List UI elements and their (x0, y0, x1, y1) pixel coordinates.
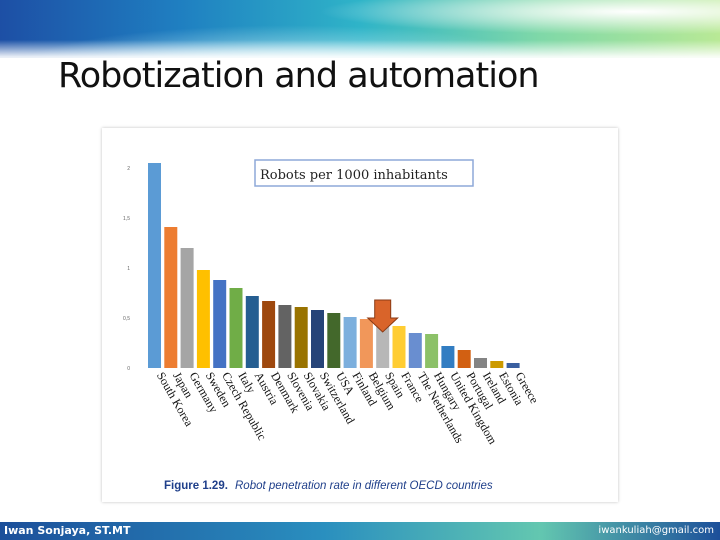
bar (262, 301, 276, 368)
bar (213, 280, 227, 368)
arrow-shape (366, 299, 399, 333)
figure-caption-text: Robot penetration rate in different OECD… (235, 480, 493, 492)
bar-chart: 0 0,5 1 1,5 2 South KoreaJapanGermanySwedenC… (123, 159, 542, 492)
bar (148, 163, 161, 368)
bar (408, 333, 422, 368)
bar (441, 346, 455, 368)
y-tick-label: 2 (127, 166, 130, 172)
bar (294, 307, 308, 368)
bar (196, 270, 210, 368)
bar (474, 358, 487, 368)
y-axis: 0 0,5 1 1,5 2 (123, 166, 130, 372)
bar (229, 288, 243, 368)
bar (311, 310, 324, 368)
bar (245, 296, 259, 368)
y-tick-label: 1,5 (123, 216, 130, 222)
slide-title: Robotization and automation (58, 56, 540, 96)
bar (425, 334, 439, 368)
bar (343, 317, 357, 368)
bar-series (148, 163, 520, 368)
chart-figure: 0 0,5 1 1,5 2 South Korea Japan Germany Sweden C… (102, 128, 618, 502)
bar (490, 361, 504, 368)
figure-caption-label: Figure 1.29. (164, 480, 228, 492)
bar (278, 305, 292, 368)
footer-author: Iwan Sonjaya, ST.MT (4, 524, 131, 537)
footer-bar: Iwan Sonjaya, ST.MT iwankuliah@gmail.com (0, 522, 720, 540)
bar (359, 319, 373, 368)
y-tick-label: 0,5 (123, 316, 130, 322)
bar (392, 326, 406, 368)
header-swoosh (0, 40, 720, 68)
y-tick-label: 1 (127, 266, 130, 272)
bar (164, 227, 178, 368)
footer-email: iwankuliah@gmail.com (598, 525, 714, 536)
bar (506, 363, 520, 368)
bar (180, 248, 194, 368)
bar (457, 350, 471, 368)
legend-box-text: Robots per 1000 inhabitants (260, 168, 448, 183)
highlight-arrow-icon (366, 299, 399, 333)
legend-box (254, 159, 474, 187)
bar (376, 322, 390, 368)
bar (327, 313, 341, 368)
y-tick-label: 0 (127, 366, 130, 372)
